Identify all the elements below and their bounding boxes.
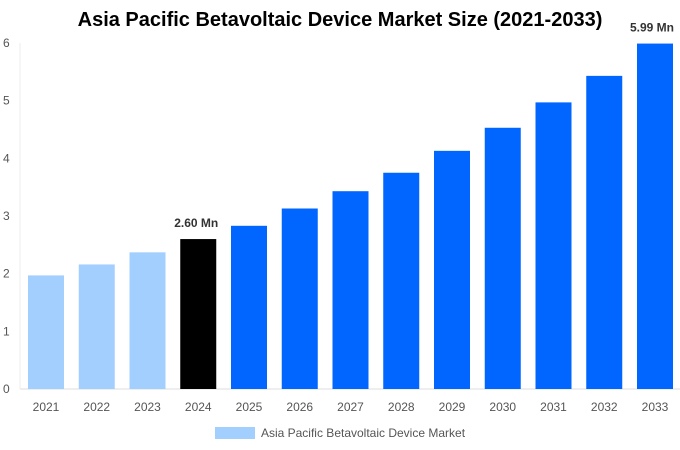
bar-2025 bbox=[231, 225, 267, 389]
x-tick-label: 2030 bbox=[489, 400, 516, 414]
x-tick-label: 2029 bbox=[439, 400, 466, 414]
x-tick-label: 2027 bbox=[337, 400, 364, 414]
legend-swatch bbox=[214, 427, 255, 439]
x-tick-label: 2022 bbox=[83, 400, 110, 414]
y-tick-label: 1 bbox=[3, 324, 10, 338]
y-tick-label: 0 bbox=[3, 382, 10, 396]
y-tick-label: 5 bbox=[3, 94, 10, 108]
legend: Asia Pacific Betavoltaic Device Market bbox=[0, 426, 680, 440]
data-label: 5.99 Mn bbox=[630, 21, 674, 35]
bar-2029 bbox=[434, 150, 470, 389]
x-tick-label: 2025 bbox=[236, 400, 263, 414]
bar-2033 bbox=[637, 43, 673, 390]
bar-2028 bbox=[383, 172, 420, 389]
bar-2032 bbox=[586, 75, 623, 390]
y-tick-label: 2 bbox=[3, 267, 10, 281]
x-tick-label: 2026 bbox=[286, 400, 313, 414]
x-tick-label: 2021 bbox=[33, 400, 60, 414]
bar-2021 bbox=[28, 275, 64, 389]
y-tick-label: 3 bbox=[3, 209, 10, 223]
legend-label: Asia Pacific Betavoltaic Device Market bbox=[260, 426, 466, 440]
bar-2024 bbox=[180, 239, 217, 389]
x-tick-label: 2024 bbox=[185, 400, 212, 414]
bar-2027 bbox=[332, 191, 369, 389]
x-tick-label: 2028 bbox=[388, 400, 415, 414]
chart-title: Asia Pacific Betavoltaic Device Market S… bbox=[77, 9, 603, 31]
y-tick-label: 6 bbox=[3, 36, 10, 50]
x-tick-label: 2032 bbox=[591, 400, 618, 414]
bar-2023 bbox=[129, 252, 166, 389]
data-label: 2.60 Mn bbox=[174, 216, 218, 230]
bar-2030 bbox=[484, 127, 521, 390]
bar-2026 bbox=[281, 208, 318, 389]
x-tick-label: 2033 bbox=[642, 400, 669, 414]
y-tick-label: 4 bbox=[3, 151, 10, 165]
x-tick-label: 2023 bbox=[134, 400, 161, 414]
bar-2022 bbox=[78, 264, 115, 389]
bar-2031 bbox=[535, 102, 572, 389]
x-tick-label: 2031 bbox=[540, 400, 567, 414]
